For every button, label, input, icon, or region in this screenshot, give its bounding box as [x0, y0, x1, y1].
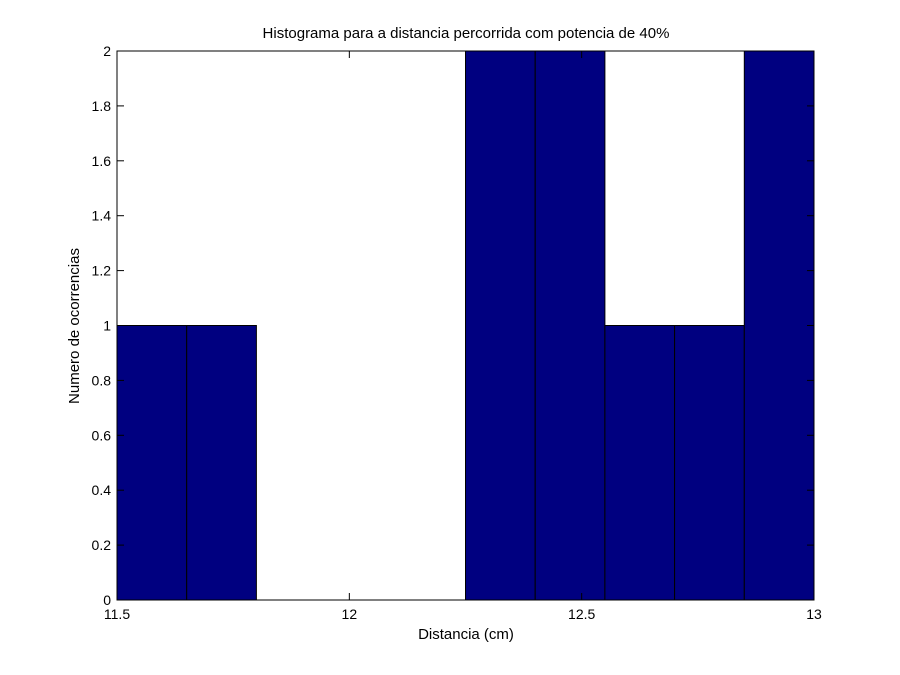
chart-title: Histograma para a distancia percorrida c… [263, 25, 670, 42]
y-tick-label: 0 [103, 592, 111, 608]
y-tick-label: 0.4 [92, 482, 112, 498]
histogram-bar [186, 325, 257, 601]
x-tick-label: 13 [806, 606, 822, 622]
histogram-bar [534, 50, 606, 601]
histogram-bar [604, 325, 676, 601]
y-tick-label: 1.6 [92, 153, 112, 169]
x-tick-label: 11.5 [104, 606, 130, 622]
ticks-group: 11.5 12 12.5 13 0 0.2 0.4 0.6 0.8 1 1.2 1.4 1.6 1.8 2 [92, 43, 822, 622]
histogram-bar [116, 325, 188, 601]
y-tick-label: 1 [103, 318, 111, 334]
y-tick-label: 0.6 [92, 427, 112, 443]
y-tick-label: 2 [103, 43, 111, 59]
histogram-bar [465, 50, 536, 601]
x-axis-label: Distancia (cm) [418, 626, 514, 643]
y-axis-label: Numero de ocorrencias [66, 248, 83, 404]
y-tick-label: 0.2 [92, 537, 112, 553]
bars-group [116, 50, 815, 601]
histogram-bar [674, 325, 745, 601]
x-tick-label: 12.5 [568, 606, 595, 622]
histogram-bar [743, 50, 815, 601]
y-tick-label: 1.2 [92, 263, 112, 279]
x-tick-label: 12 [342, 606, 358, 622]
y-tick-label: 1.8 [92, 98, 112, 114]
y-tick-label: 0.8 [92, 372, 112, 388]
y-tick-label: 1.4 [92, 208, 112, 224]
